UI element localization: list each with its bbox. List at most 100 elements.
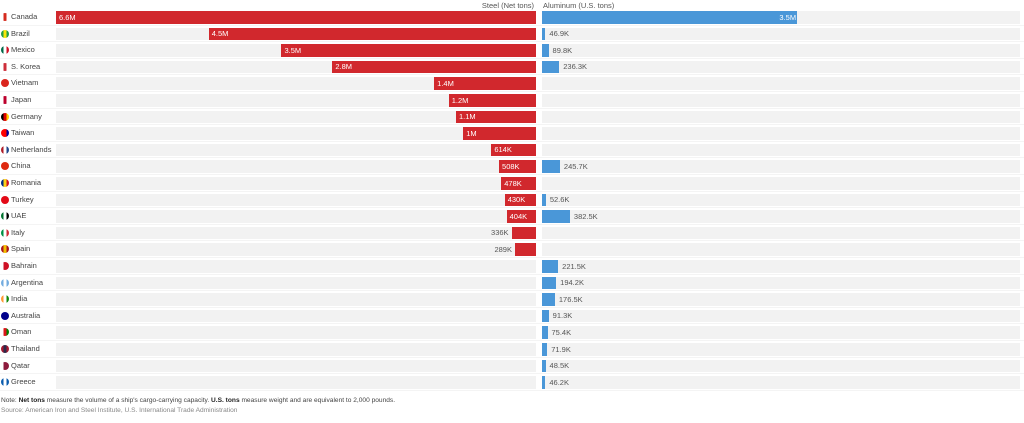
- row-argentina: Argentina 194.2K: [0, 275, 1024, 292]
- aluminum-track: [542, 260, 1020, 273]
- aluminum-bar: [542, 160, 560, 173]
- steel-track: [56, 276, 536, 290]
- country-label: Canada: [11, 12, 38, 21]
- row-india: India 176.5K: [0, 291, 1024, 308]
- steel-value-label: 508K: [502, 161, 520, 171]
- aluminum-column-header: Aluminum (U.S. tons): [543, 1, 615, 10]
- steel-track: [56, 127, 536, 140]
- row-italy: Italy 336K: [0, 225, 1024, 242]
- steel-value-label: 430K: [507, 195, 526, 205]
- aluminum-bar: [542, 44, 549, 57]
- aluminum-track: [542, 177, 1020, 190]
- steel-bar: [511, 226, 536, 240]
- steel-track: [56, 160, 536, 173]
- aluminum-value-label: 236.3K: [563, 62, 588, 72]
- note-end: measure weight and are equivalent to 2,0…: [239, 397, 396, 404]
- country-label: Romania: [11, 178, 42, 187]
- india-flag-icon: [1, 295, 9, 304]
- aluminum-value-label: 52.6K: [549, 195, 570, 205]
- note-bold-net-tons: Net tons: [18, 397, 45, 404]
- taiwan-flag-icon: [1, 129, 9, 138]
- country-label: Greece: [11, 377, 36, 387]
- aluminum-track: [542, 77, 1020, 90]
- aluminum-value-label: 91.3K: [552, 311, 573, 321]
- row-oman: Oman 75.4K: [0, 324, 1024, 341]
- japan-flag-icon: [1, 96, 9, 104]
- aluminum-bar: [542, 260, 559, 273]
- steel-bar: [456, 110, 536, 124]
- thailand-flag-icon: [1, 345, 9, 353]
- steel-track: [56, 193, 536, 207]
- note-prefix: Note:: [1, 397, 19, 404]
- netherlands-flag-icon: [1, 145, 9, 154]
- aluminum-track: [542, 210, 1020, 223]
- aluminum-track: [542, 60, 1020, 74]
- aluminum-value-label: 221.5K: [562, 261, 586, 271]
- uae-flag-icon: [1, 212, 9, 221]
- country-label: India: [11, 294, 28, 304]
- row-turkey: Turkey 430K 52.6K: [0, 192, 1024, 209]
- steel-value-label: 614K: [494, 145, 512, 155]
- turkey-flag-icon: [1, 195, 9, 204]
- aluminum-track: [542, 293, 1020, 306]
- steel-track: [56, 243, 536, 256]
- row-mexico: Mexico 3.5M 89.8K: [0, 42, 1024, 59]
- steel-track: [56, 293, 536, 306]
- aluminum-track: [542, 110, 1020, 124]
- aluminum-track: [542, 44, 1020, 57]
- greece-flag-icon: [1, 378, 9, 387]
- country-label: Vietnam: [11, 78, 39, 88]
- steel-bar: [56, 11, 536, 24]
- country-label: Bahrain: [11, 261, 37, 270]
- qatar-flag-icon: [1, 361, 9, 370]
- steel-bar: [506, 210, 536, 223]
- aluminum-value-label: 194.2K: [560, 278, 584, 288]
- steel-bar: [491, 143, 536, 157]
- aluminum-track: [542, 276, 1020, 290]
- country-label: China: [11, 161, 31, 171]
- aluminum-value-label: 46.2K: [549, 377, 569, 387]
- steel-track: [56, 326, 536, 339]
- steel-value-label: 404K: [509, 211, 528, 221]
- row-thailand: Thailand 71.9K: [0, 341, 1024, 358]
- note-middle: measure the volume of a ship's cargo-car…: [44, 397, 212, 404]
- steel-value-label: 2.8M: [335, 62, 353, 72]
- row-china: China 508K 245.7K: [0, 158, 1024, 175]
- row-netherlands: Netherlands 614K: [0, 142, 1024, 159]
- steel-track: [56, 359, 536, 373]
- steel-value-label: 4.5M: [211, 29, 229, 39]
- row-bahrain: Bahrain 221.5K: [0, 258, 1024, 275]
- mexico-flag-icon: [1, 46, 9, 55]
- steel-bar: [504, 193, 536, 207]
- aluminum-value-label: 89.8K: [552, 45, 573, 55]
- steel-value-label: 1.4M: [437, 78, 454, 88]
- argentina-flag-icon: [1, 278, 9, 287]
- steel-bar: [501, 177, 536, 190]
- row-spain: Spain 289K: [0, 241, 1024, 258]
- steel-bar: [332, 60, 536, 74]
- row-greece: Greece 46.2K: [0, 374, 1024, 391]
- steel-track: [56, 94, 536, 107]
- footer-note: Note: Net tons measure the volume of a s…: [1, 397, 395, 404]
- steel-track: [56, 343, 536, 356]
- steel-track: [56, 226, 536, 240]
- aluminum-bar: [542, 60, 560, 74]
- aluminum-track: [542, 326, 1020, 339]
- country-label: Qatar: [11, 360, 30, 370]
- aluminum-bar: [542, 309, 549, 323]
- steel-value-label: 1.2M: [451, 95, 469, 105]
- australia-flag-icon: [1, 311, 9, 320]
- aluminum-bar: [542, 193, 546, 207]
- country-label: Japan: [11, 95, 32, 104]
- aluminum-value-label: 382.5K: [573, 211, 598, 221]
- row-qatar: Qatar 48.5K: [0, 358, 1024, 375]
- steel-value-label: 1.1M: [459, 112, 476, 122]
- aluminum-bar: [542, 11, 798, 24]
- steel-bar: [448, 94, 536, 107]
- country-label: Netherlands: [11, 144, 52, 154]
- steel-track: [56, 376, 536, 389]
- row-vietnam: Vietnam 1.4M: [0, 75, 1024, 92]
- steel-bar: [208, 27, 536, 41]
- row-australia: Australia 91.3K: [0, 308, 1024, 325]
- country-label: Italy: [11, 227, 25, 237]
